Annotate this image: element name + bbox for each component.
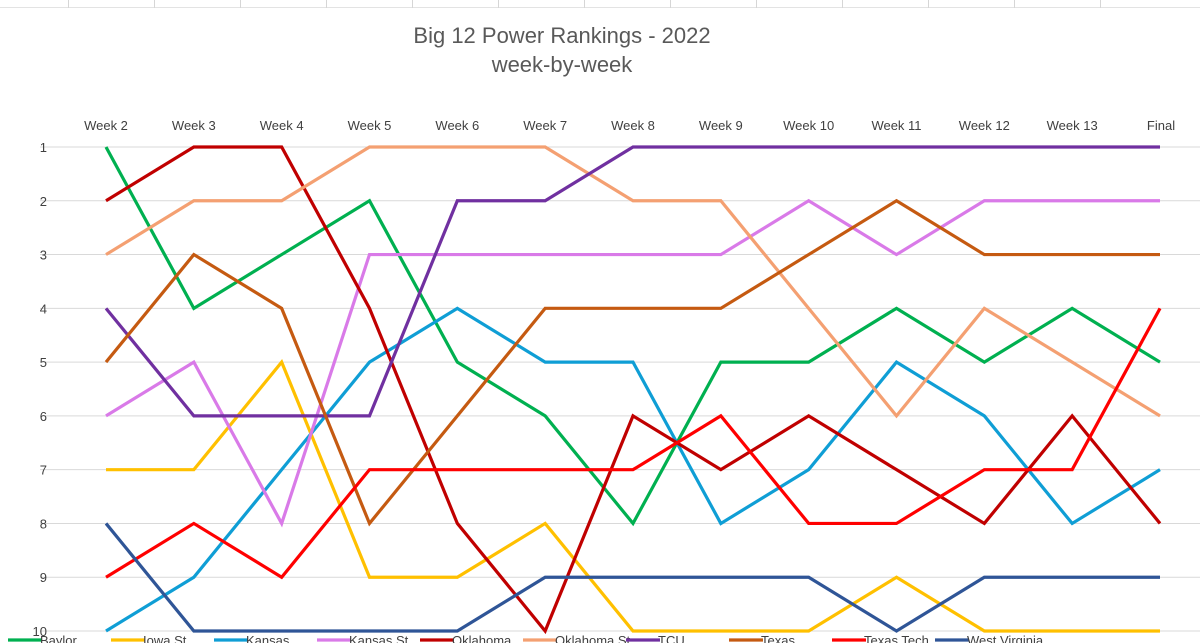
x-tick-label: Week 6 xyxy=(435,118,479,133)
legend-label: Kansas xyxy=(246,633,290,643)
x-tick-label: Week 11 xyxy=(871,118,921,133)
series-line-kansas-st xyxy=(105,198,1160,528)
grid-column-line xyxy=(154,0,155,8)
series-line-iowa-st xyxy=(106,359,1160,633)
chart-title: Big 12 Power Rankings - 2022 xyxy=(413,23,711,48)
series-lines xyxy=(104,145,1162,635)
y-tick-label: 6 xyxy=(40,409,47,424)
grid-column-line xyxy=(756,0,757,8)
y-tick-label: 10 xyxy=(33,624,47,639)
x-tick-label: Week 13 xyxy=(1047,118,1098,133)
y-tick-label: 8 xyxy=(40,516,47,531)
legend-label: Texas Tech xyxy=(864,633,929,643)
chart-title-block: Big 12 Power Rankings - 2022 week-by-wee… xyxy=(262,21,862,79)
spreadsheet-grid-strip xyxy=(0,0,1200,8)
grid-column-line xyxy=(498,0,499,8)
x-tick-label: Week 4 xyxy=(260,118,304,133)
grid-column-line xyxy=(670,0,671,8)
grid-column-line xyxy=(1100,0,1101,8)
x-tick-label: Week 5 xyxy=(348,118,392,133)
grid-column-line xyxy=(412,0,413,8)
series-line-tcu xyxy=(104,145,1160,418)
y-tick-label: 2 xyxy=(40,194,47,209)
legend-label: Oklahoma St xyxy=(555,633,631,643)
x-tick-label: Week 9 xyxy=(699,118,743,133)
legend-label: Oklahoma xyxy=(452,633,512,643)
grid-column-line xyxy=(584,0,585,8)
series-line-oklahoma-st xyxy=(105,145,1161,419)
x-tick-label: Week 2 xyxy=(84,118,128,133)
grid-column-line xyxy=(240,0,241,8)
x-tick-label: Final xyxy=(1147,118,1175,133)
grid-column-line xyxy=(842,0,843,8)
grid-column-line xyxy=(326,0,327,8)
y-tick-label: 5 xyxy=(40,355,47,370)
x-tick-label: Week 7 xyxy=(523,118,567,133)
x-axis-ticks: Week 2 Week 3 Week 4 Week 5 Week 6 Week 7 Week… xyxy=(84,118,1175,133)
y-tick-label: 3 xyxy=(40,248,47,263)
legend-label: Baylor xyxy=(40,633,78,643)
series-line-oklahoma xyxy=(105,145,1162,635)
legend-label: West Virginia xyxy=(967,633,1044,643)
grid-column-line xyxy=(68,0,69,8)
x-tick-label: Week 10 xyxy=(783,118,834,133)
series-line-kansas xyxy=(105,306,1161,633)
y-tick-label: 7 xyxy=(40,463,47,478)
y-tick-label: 9 xyxy=(40,570,47,585)
series-line-baylor xyxy=(104,146,1161,527)
y-axis-ticks: 1 2 3 4 5 6 7 8 9 10 xyxy=(33,140,47,639)
y-tick-label: 1 xyxy=(40,140,47,155)
grid-column-line xyxy=(928,0,929,8)
legend-label: Kansas St xyxy=(349,633,409,643)
series-line-texas-tech xyxy=(105,307,1162,580)
legend: Baylor Iowa St Kansas Kansas St Oklahoma Okla… xyxy=(8,633,1044,643)
x-tick-label: Week 3 xyxy=(172,118,216,133)
series-line-west-virginia xyxy=(104,522,1160,633)
chart-subtitle: week-by-week xyxy=(491,52,633,77)
legend-label: Iowa St xyxy=(143,633,187,643)
y-tick-label: 4 xyxy=(40,301,47,316)
series-line-texas xyxy=(104,198,1160,527)
legend-label: TCU xyxy=(658,633,685,643)
x-tick-label: Week 12 xyxy=(959,118,1010,133)
gridlines xyxy=(40,146,1200,632)
grid-column-line xyxy=(1014,0,1015,8)
x-tick-label: Week 8 xyxy=(611,118,655,133)
legend-label: Texas xyxy=(761,633,795,643)
